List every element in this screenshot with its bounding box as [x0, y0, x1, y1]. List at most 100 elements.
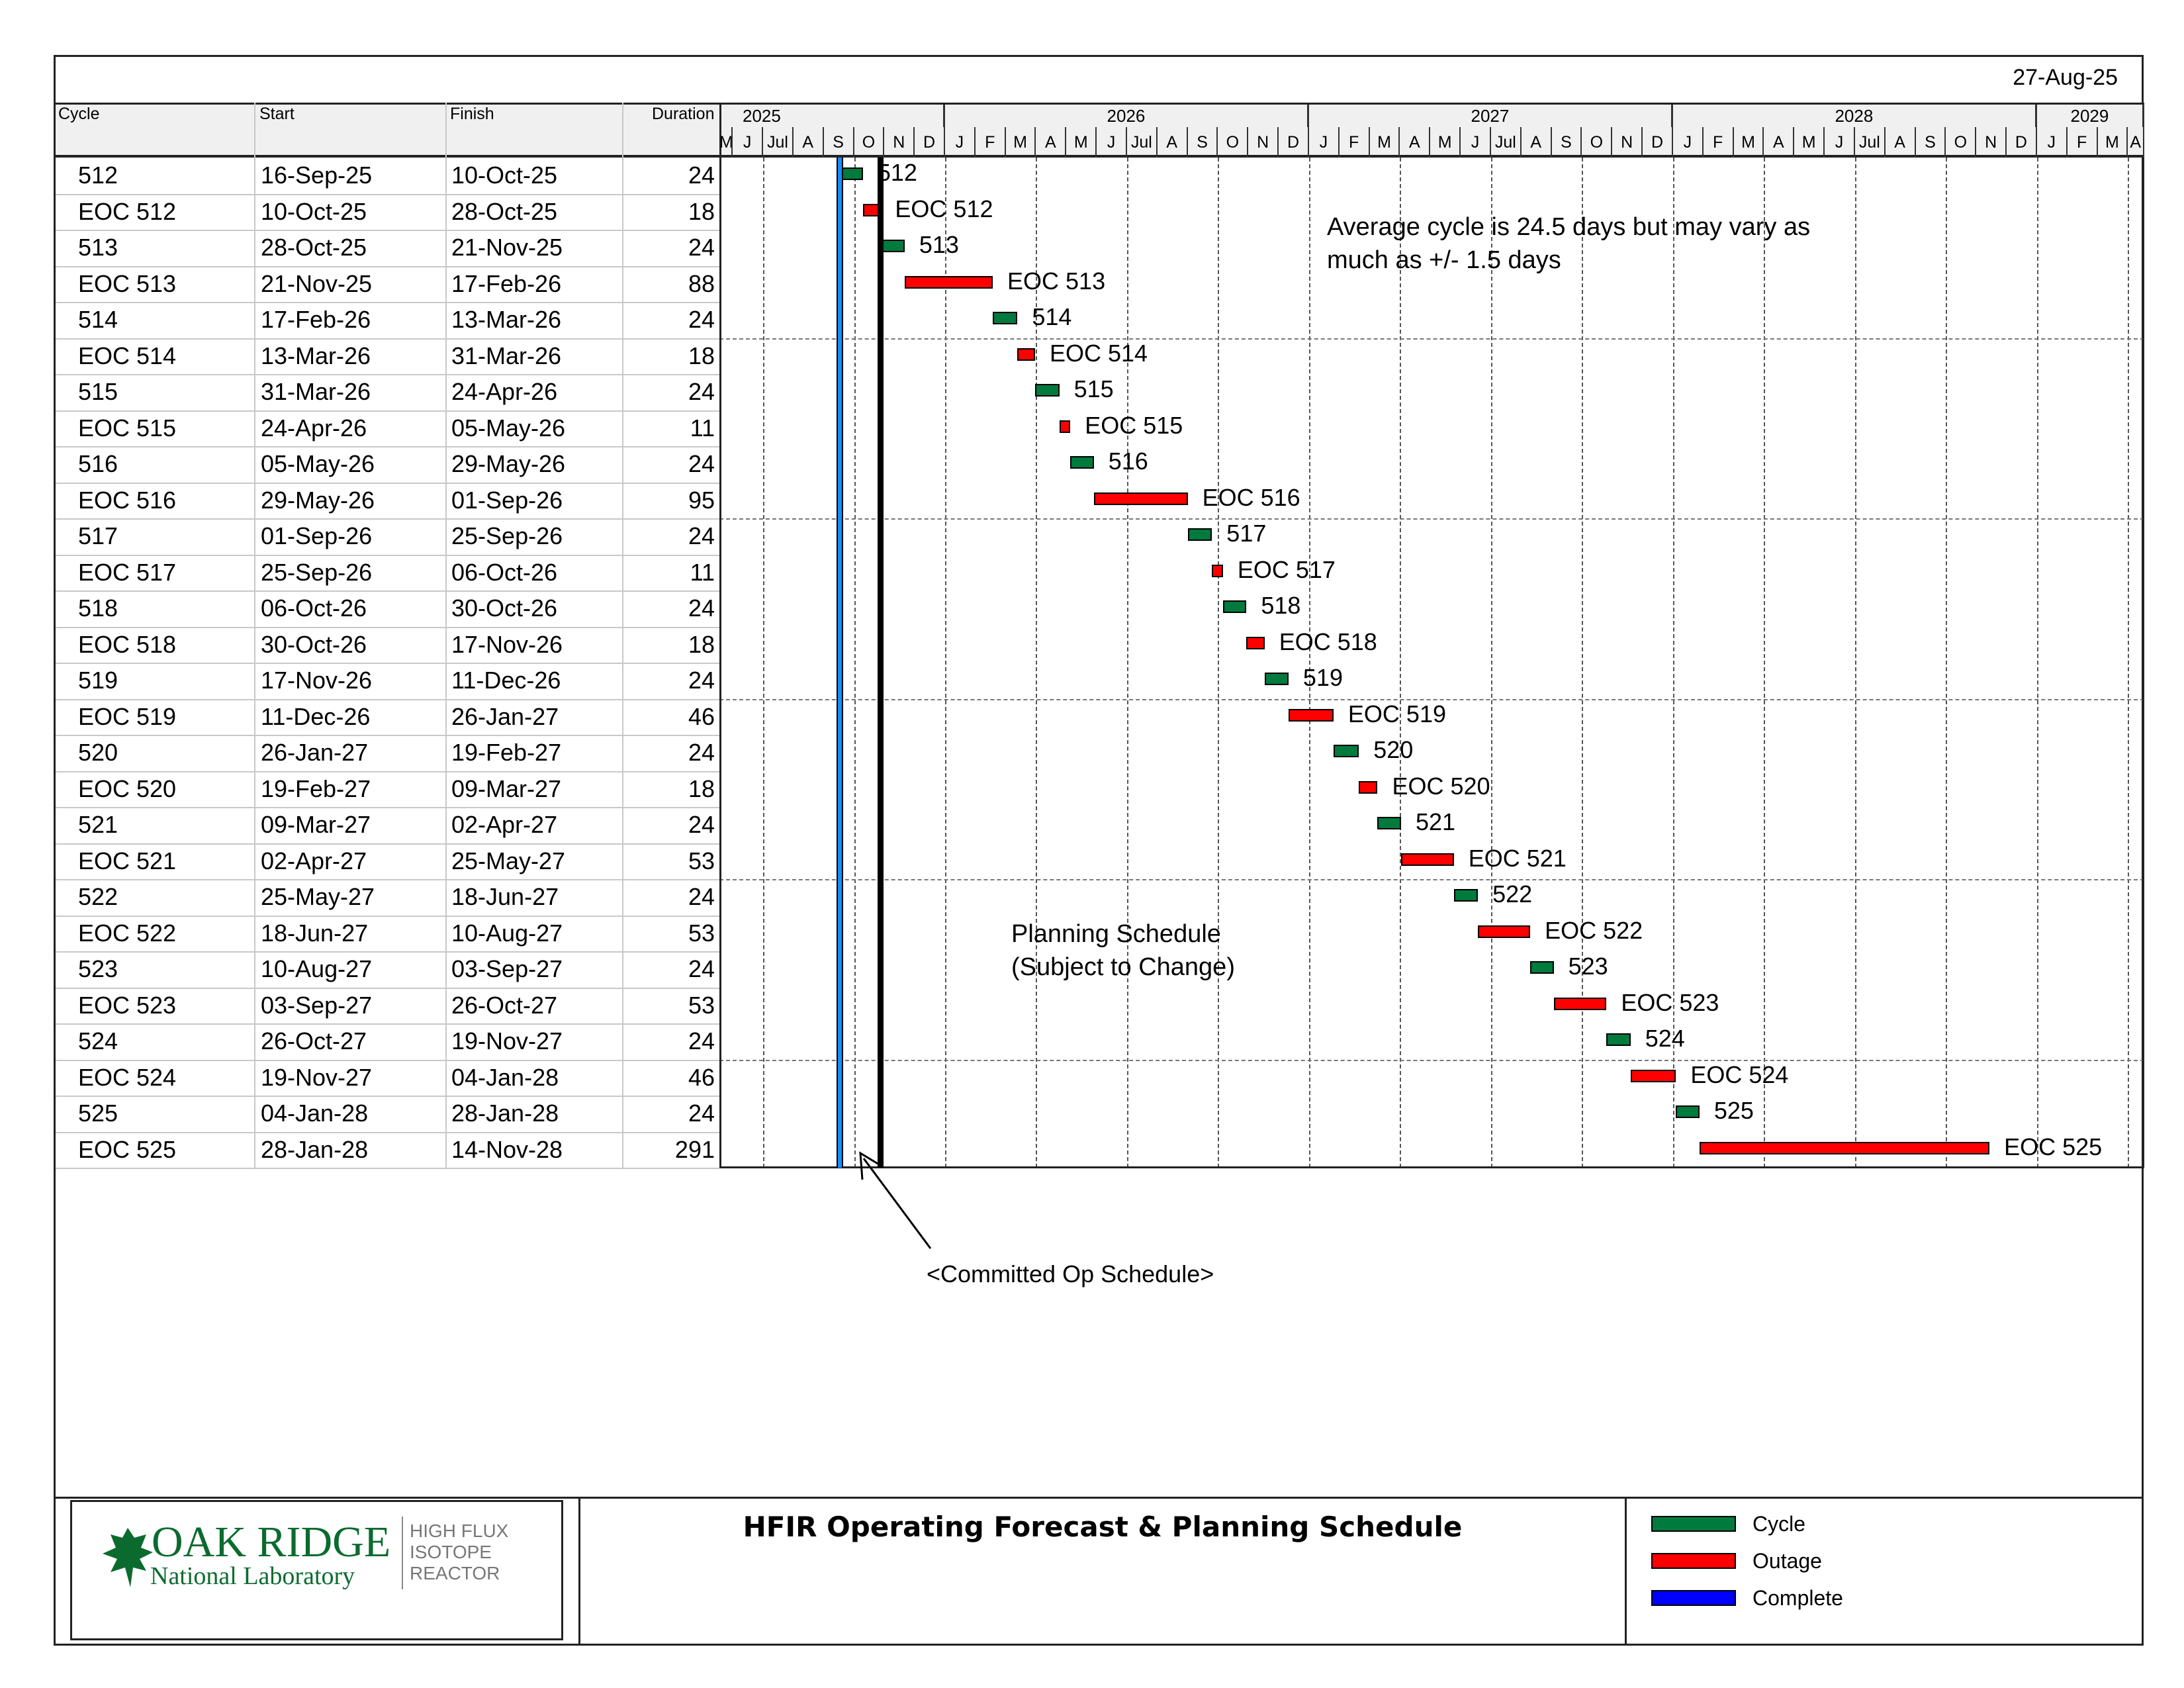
cell-finish: 30-Oct-26 — [451, 594, 558, 622]
month-label: O — [854, 127, 885, 158]
gridline — [2128, 158, 2130, 1168]
row-divider — [56, 193, 719, 195]
cell-duration: 24 — [688, 450, 715, 477]
cell-finish: 19-Feb-27 — [451, 739, 562, 766]
cell-duration: 46 — [688, 1063, 715, 1091]
report-date: 27-Aug-25 — [2013, 65, 2118, 90]
cell-cycle: EOC 513 — [78, 269, 177, 297]
month-label: A — [1886, 127, 1916, 158]
bar-label: 519 — [1302, 664, 1343, 691]
row-divider — [56, 1096, 719, 1097]
month-label: N — [1612, 127, 1643, 158]
cell-finish: 26-Oct-27 — [451, 991, 558, 1019]
footer-divider — [578, 1497, 580, 1646]
cell-start: 26-Oct-27 — [261, 1027, 367, 1055]
bar-label: 513 — [919, 231, 959, 258]
cell-finish: 02-Apr-27 — [451, 811, 558, 838]
cell-start: 13-Mar-26 — [261, 342, 371, 369]
month-label: O — [1582, 127, 1613, 158]
row-divider — [56, 1023, 719, 1025]
cell-cycle: 522 — [78, 883, 118, 910]
cell-finish: 28-Jan-28 — [451, 1100, 559, 1127]
logo-hfir-line: ISOTOPE — [410, 1542, 492, 1562]
cell-start: 26-Jan-27 — [261, 739, 369, 766]
month-label: A — [1036, 127, 1067, 158]
cell-duration: 18 — [688, 774, 715, 802]
bar-label: EOC 516 — [1202, 483, 1300, 511]
legend-label-cycle: Cycle — [1752, 1512, 1806, 1536]
month-label: S — [1188, 127, 1218, 158]
cycle-bar — [1070, 456, 1094, 469]
gridline — [1490, 158, 1492, 1168]
gridline — [1308, 158, 1310, 1168]
bar-label: 522 — [1492, 880, 1533, 908]
gridline — [719, 338, 2144, 340]
month-label: A — [1158, 127, 1188, 158]
cell-finish: 17-Feb-26 — [451, 269, 562, 297]
row-divider — [56, 663, 719, 664]
cell-cycle: EOC 523 — [78, 991, 177, 1019]
row-divider — [56, 807, 719, 808]
table-header — [56, 103, 719, 158]
year-label: 2027 — [1309, 105, 1673, 127]
cell-cycle: EOC 520 — [78, 774, 177, 802]
logo-box: OAK RIDGE National Laboratory HIGH FLUX … — [70, 1500, 563, 1640]
footer-divider — [56, 1497, 2144, 1499]
logo-hfir: HIGH FLUX ISOTOPE REACTOR — [410, 1521, 508, 1584]
bar-label: 520 — [1373, 736, 1414, 763]
bar-label: 515 — [1073, 375, 1114, 402]
row-divider — [56, 518, 719, 520]
cell-finish: 01-Sep-26 — [451, 486, 563, 514]
bar-label: EOC 515 — [1085, 411, 1183, 439]
gridline — [719, 879, 2144, 880]
gridline — [1126, 158, 1128, 1168]
cell-start: 09-Mar-27 — [261, 811, 371, 838]
month-label: J — [1097, 127, 1127, 158]
cell-finish: 26-Jan-27 — [451, 702, 559, 730]
year-label: 2028 — [1673, 105, 2037, 127]
gridline — [1854, 158, 1856, 1168]
cell-start: 11-Dec-26 — [261, 702, 371, 730]
gridline — [1218, 158, 1220, 1168]
cell-finish: 18-Jun-27 — [451, 883, 559, 910]
cell-start: 19-Nov-27 — [261, 1063, 373, 1091]
month-label: J — [2037, 127, 2068, 158]
col-header-duration: Duration — [652, 105, 715, 123]
cycle-bar — [1035, 384, 1060, 397]
cell-finish: 24-Apr-26 — [451, 378, 558, 405]
cell-finish: 14-Nov-28 — [451, 1135, 563, 1163]
outage-bar — [1630, 1069, 1676, 1082]
month-label: D — [2007, 127, 2037, 158]
committed-schedule-label: <Committed Op Schedule> — [927, 1260, 1214, 1288]
row-divider — [56, 1168, 719, 1169]
cell-cycle: 524 — [78, 1027, 118, 1055]
cell-start: 04-Jan-28 — [261, 1100, 369, 1127]
cell-cycle: EOC 521 — [78, 847, 177, 874]
legend-label-complete: Complete — [1752, 1586, 1843, 1610]
cell-cycle: EOC 512 — [78, 197, 177, 225]
cell-finish: 29-May-26 — [451, 450, 566, 477]
month-label: M — [1430, 127, 1461, 158]
bar-label: 518 — [1261, 592, 1301, 619]
cycle-bar — [1187, 528, 1212, 541]
logo-hfir-line: HIGH FLUX — [410, 1521, 509, 1541]
cell-duration: 24 — [688, 378, 715, 405]
cycle-bar — [1377, 817, 1401, 829]
cell-duration: 53 — [688, 919, 715, 947]
gridline — [1672, 158, 1674, 1168]
column-divider — [445, 103, 447, 1168]
month-label: D — [915, 127, 945, 158]
year-label: 2026 — [945, 105, 1309, 127]
row-divider — [56, 482, 719, 484]
cell-start: 10-Aug-27 — [261, 955, 373, 982]
cell-cycle: EOC 522 — [78, 919, 177, 947]
cell-cycle: 523 — [78, 955, 118, 982]
bar-label: EOC 519 — [1347, 700, 1446, 727]
logo-national-laboratory: National Laboratory — [150, 1562, 355, 1590]
planning-note-1: Planning Schedule — [1011, 920, 1221, 948]
month-label: Jul — [1855, 127, 1886, 158]
bar-label: EOC 518 — [1279, 628, 1377, 655]
cell-cycle: EOC 517 — [78, 558, 177, 586]
cell-duration: 24 — [688, 162, 715, 189]
cell-cycle: EOC 518 — [78, 630, 177, 658]
